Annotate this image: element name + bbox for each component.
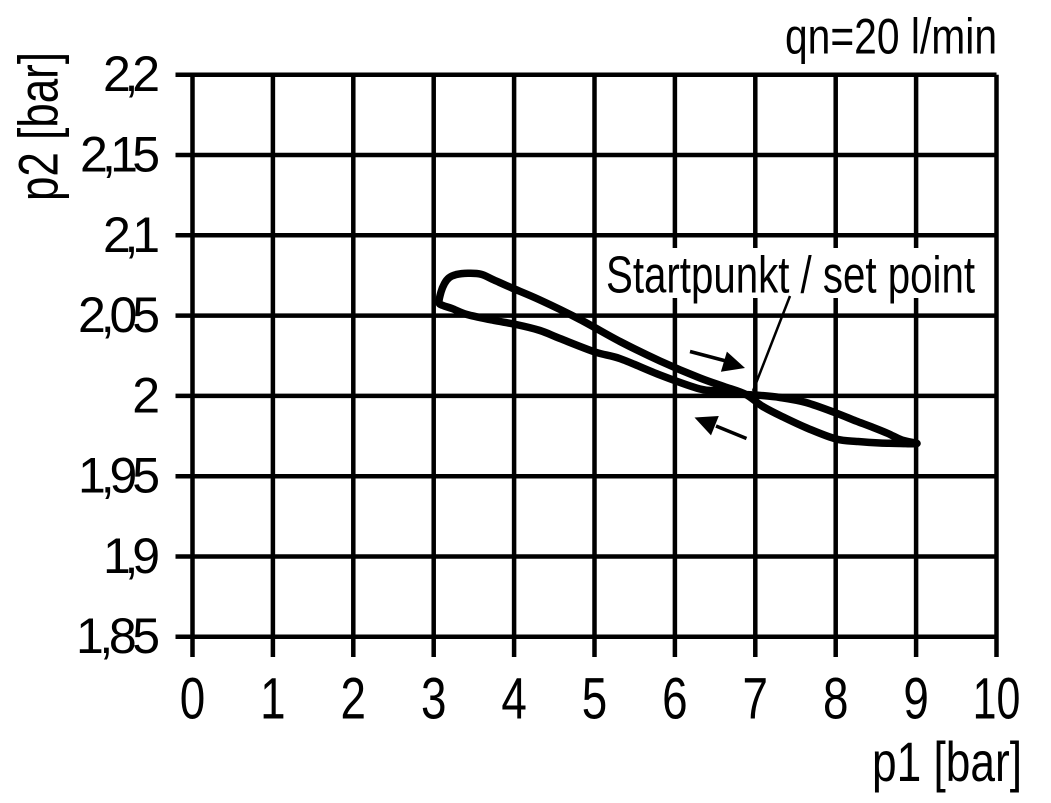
svg-text:4: 4 <box>501 668 526 732</box>
svg-text:5: 5 <box>582 668 607 732</box>
svg-text:2: 2 <box>341 668 366 732</box>
svg-text:1: 1 <box>260 668 285 732</box>
svg-text:7: 7 <box>743 668 768 732</box>
svg-text:8: 8 <box>823 668 848 732</box>
svg-text:1,85: 1,85 <box>76 608 160 664</box>
svg-text:0: 0 <box>180 668 205 732</box>
svg-text:p1 [bar]: p1 [bar] <box>872 730 1022 793</box>
svg-text:9: 9 <box>903 668 928 732</box>
svg-text:10: 10 <box>973 666 1021 731</box>
svg-text:2,05: 2,05 <box>78 287 160 343</box>
svg-text:Startpunkt / set point: Startpunkt / set point <box>606 247 975 305</box>
svg-text:2: 2 <box>132 367 160 423</box>
svg-text:1,9: 1,9 <box>103 528 160 584</box>
svg-text:2,2: 2,2 <box>103 46 160 102</box>
svg-text:6: 6 <box>662 668 687 732</box>
svg-text:2,1: 2,1 <box>103 207 160 263</box>
svg-text:p2 [bar]: p2 [bar] <box>7 52 70 201</box>
svg-text:1,95: 1,95 <box>78 448 160 504</box>
svg-text:2,15: 2,15 <box>80 127 160 183</box>
svg-text:qn=20 l/min: qn=20 l/min <box>785 8 997 64</box>
svg-text:3: 3 <box>421 668 446 732</box>
